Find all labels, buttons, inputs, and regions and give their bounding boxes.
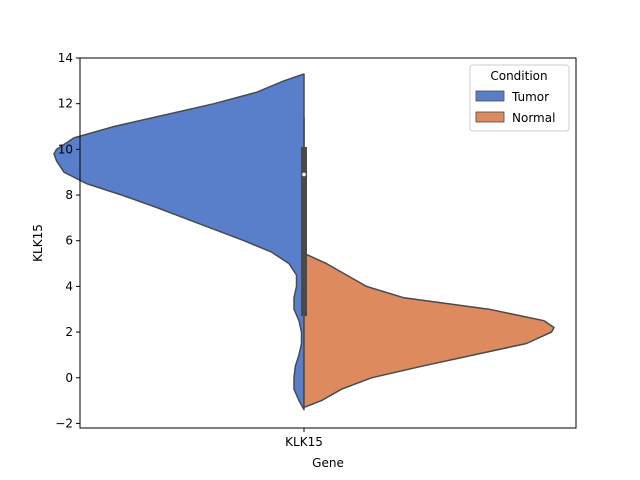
y-axis-label: KLK15: [31, 224, 45, 262]
legend-label-normal: Normal: [512, 111, 555, 125]
y-tick-label: 2: [65, 325, 73, 339]
y-axis-ticks: −2 0 2 4 6 8 10 12 14: [55, 51, 80, 430]
violin-layer: [53, 73, 555, 411]
y-tick-label: 8: [65, 188, 73, 202]
y-tick-label: −2: [55, 416, 73, 430]
axes-frame: [79, 57, 577, 429]
x-axis-label: Gene: [312, 456, 344, 470]
y-tick-label: 14: [58, 51, 73, 65]
violin-normal: [303, 252, 555, 409]
y-tick-label: 0: [65, 371, 73, 385]
violin-tumor: [53, 73, 305, 411]
x-tick-label: KLK15: [285, 435, 323, 449]
y-tick-label: 4: [65, 279, 73, 293]
legend-title: Condition: [490, 69, 547, 83]
legend-swatch-normal: [475, 111, 505, 123]
x-axis-ticks: KLK15: [285, 428, 323, 449]
y-tick-label: 6: [65, 234, 73, 248]
y-tick-label: 10: [58, 142, 73, 156]
legend: Condition Tumor Normal: [469, 64, 570, 132]
legend-label-tumor: Tumor: [511, 90, 549, 104]
legend-swatch-tumor: [475, 90, 505, 102]
y-tick-label: 12: [58, 97, 73, 111]
inner-boxplot: [301, 117, 307, 317]
inner-quartile-box: [301, 147, 307, 317]
inner-median-dot: [302, 172, 306, 177]
